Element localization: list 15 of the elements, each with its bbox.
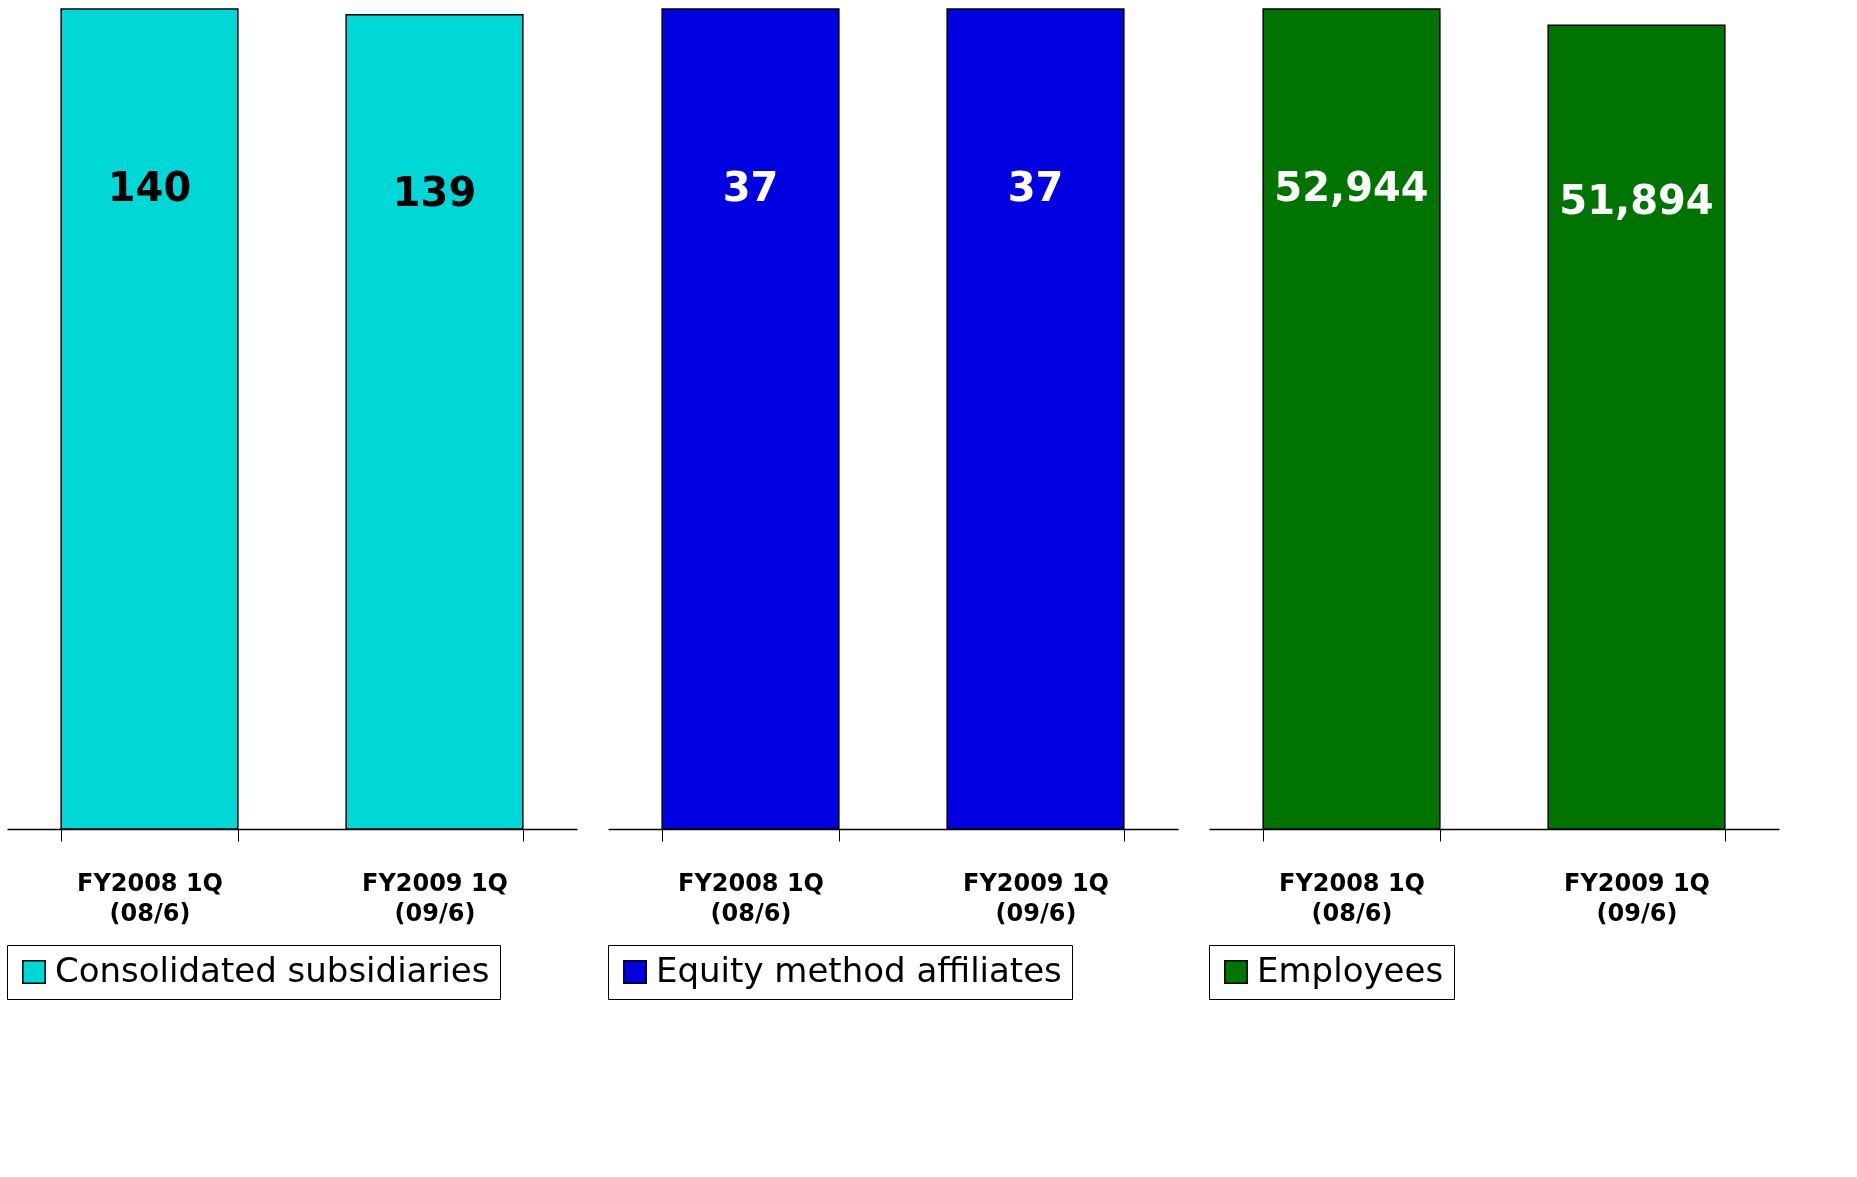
x-tick-label: FY2009 1Q (09/6) [962, 868, 1110, 927]
x-tick-label: FY2009 1Q (09/6) [1563, 868, 1711, 927]
data-label: 37 [1007, 164, 1064, 211]
data-label: 37 [722, 164, 779, 211]
data-label: 52,944 [1274, 164, 1429, 211]
legend-label: Consolidated subsidiaries [55, 950, 490, 990]
x-tick-label: FY2008 1Q (08/6) [76, 868, 224, 927]
legend-label: Employees [1257, 950, 1444, 990]
x-tick-label: FY2008 1Q (08/6) [1278, 868, 1426, 927]
data-label: 51,894 [1559, 177, 1714, 224]
x-tick-label: FY2008 1Q (08/6) [677, 868, 825, 927]
x-tick-label: FY2009 1Q (09/6) [361, 868, 509, 927]
legend-label: Equity method affiliates [656, 950, 1062, 990]
data-label: 140 [107, 164, 192, 211]
data-label: 139 [392, 168, 477, 215]
